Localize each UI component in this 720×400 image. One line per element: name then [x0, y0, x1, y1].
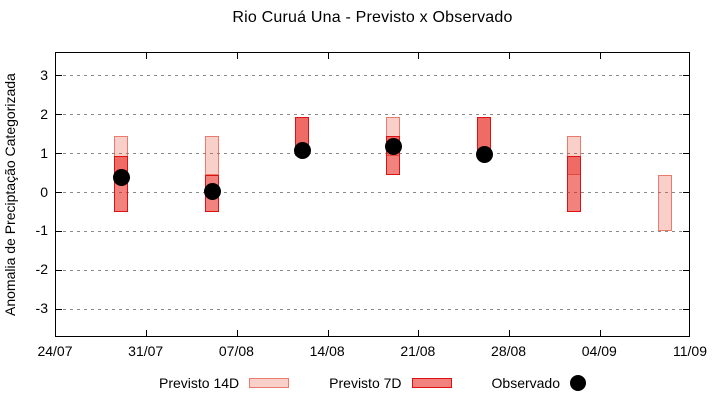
y-tick-label: 3 [40, 66, 48, 83]
legend-dot-observed [570, 375, 586, 391]
observed-point [294, 141, 312, 159]
y-tick-mark [683, 269, 689, 271]
legend-item: Previsto 14D [159, 375, 290, 391]
forecast-7d-bar [567, 155, 582, 213]
y-tick-label: -2 [35, 261, 48, 278]
gridline [56, 153, 689, 155]
x-tick-label: 04/09 [581, 343, 617, 359]
x-tick-mark [418, 53, 420, 59]
observed-point [112, 169, 130, 187]
observed-point [384, 137, 402, 155]
x-tick-mark [327, 330, 329, 336]
observed-point [203, 182, 221, 200]
x-tick-mark [509, 53, 511, 59]
legend-item: Previsto 7D [329, 375, 452, 391]
x-tick-label: 24/07 [37, 343, 73, 359]
legend-label: Previsto 7D [329, 375, 402, 391]
x-tick-mark [599, 330, 601, 336]
x-tick-label: 28/08 [491, 343, 527, 359]
y-tick-label: -1 [35, 222, 48, 239]
y-tick-mark [56, 75, 62, 77]
chart-title: Rio Curuá Una - Previsto x Observado [232, 9, 513, 26]
y-tick-label: 2 [40, 105, 48, 122]
x-tick-mark [236, 53, 238, 59]
y-tick-mark [56, 269, 62, 271]
gridline [56, 230, 689, 232]
y-tick-mark [683, 192, 689, 194]
x-tick-mark [418, 330, 420, 336]
y-tick-mark [56, 230, 62, 232]
legend: Previsto 14D Previsto 7D Observado [55, 372, 690, 394]
gridline [56, 308, 689, 310]
gridline [56, 192, 689, 194]
x-tick-label: 21/08 [400, 343, 436, 359]
y-tick-mark [56, 308, 62, 310]
forecast-14d-bar [204, 136, 219, 176]
y-tick-mark [683, 308, 689, 310]
y-tick-mark [683, 75, 689, 77]
x-tick-label: 14/08 [309, 343, 345, 359]
y-tick-mark [683, 230, 689, 232]
x-tick-label: 11/09 [673, 343, 707, 359]
legend-label: Observado [491, 375, 560, 391]
forecast-14d-bar [658, 175, 673, 232]
gridline [56, 114, 689, 116]
y-tick-mark [56, 192, 62, 194]
x-tick-mark [509, 330, 511, 336]
x-tick-mark [327, 53, 329, 59]
x-tick-mark [146, 330, 148, 336]
legend-label: Previsto 14D [159, 375, 240, 391]
plot-area [55, 52, 690, 337]
legend-swatch-7d [411, 378, 452, 388]
gridline [56, 75, 689, 77]
observed-point [475, 145, 493, 163]
legend-item: Observado [492, 375, 586, 391]
x-tick-label: 07/08 [218, 343, 254, 359]
gridline [56, 269, 689, 271]
x-tick-mark [599, 53, 601, 59]
x-tick-mark [146, 53, 148, 59]
y-tick-mark [683, 153, 689, 155]
y-tick-mark [56, 114, 62, 116]
y-tick-label: 1 [40, 144, 48, 161]
y-tick-mark [683, 114, 689, 116]
x-tick-label: 31/07 [128, 343, 164, 359]
y-tick-mark [56, 153, 62, 155]
y-tick-label: 0 [40, 183, 48, 200]
x-tick-mark [236, 330, 238, 336]
legend-swatch-14d [249, 378, 290, 388]
y-tick-label: -3 [35, 300, 48, 317]
